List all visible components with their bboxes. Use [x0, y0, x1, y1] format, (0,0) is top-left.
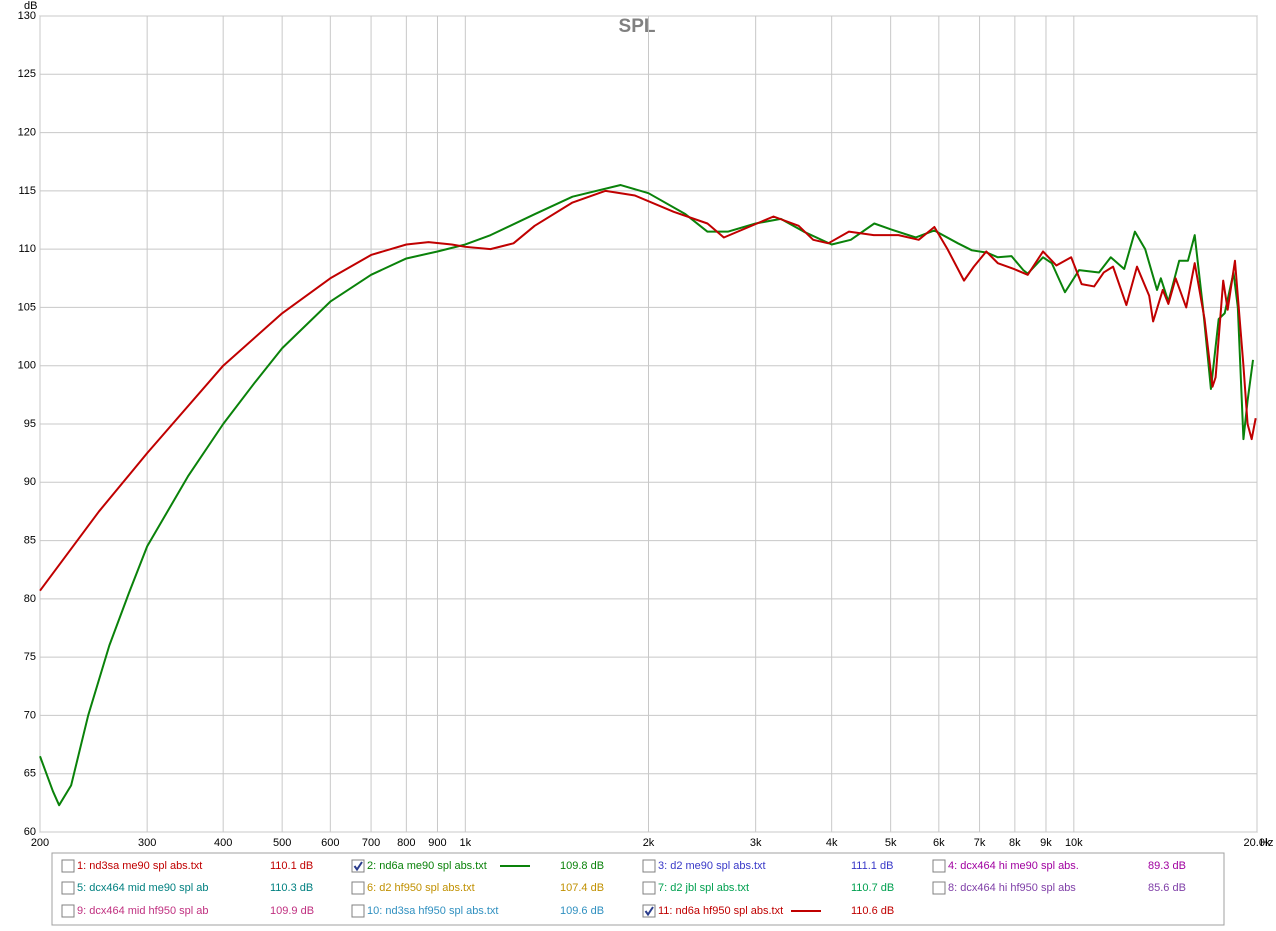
- x-tick-label: 1k: [460, 837, 472, 849]
- legend-checkbox[interactable]: [61, 904, 75, 918]
- y-tick-label: 110: [18, 243, 36, 255]
- y-tick-label: 100: [18, 360, 36, 372]
- y-tick-label: 105: [18, 301, 36, 313]
- legend-checkmark: [353, 861, 363, 872]
- legend-reading: 89.3 dB: [1148, 860, 1186, 872]
- legend-label: 3: d2 me90 spl abs.txt: [658, 860, 766, 872]
- y-tick-label: 120: [18, 126, 36, 138]
- legend-reading: 109.8 dB: [560, 860, 604, 872]
- y-tick-label: 60: [24, 826, 36, 838]
- x-tick-label: 9k: [1040, 837, 1052, 849]
- legend-label: 9: dcx464 mid hf950 spl ab: [77, 905, 208, 917]
- legend-label: 7: d2 jbl spl abs.txt: [658, 882, 749, 894]
- y-tick-label: 125: [18, 68, 36, 80]
- series-line: [39, 184, 1255, 807]
- legend-reading: 110.1 dB: [270, 860, 313, 872]
- legend-label: 6: d2 hf950 spl abs.txt: [367, 882, 475, 894]
- legend-checkbox[interactable]: [61, 881, 75, 895]
- legend-checkbox[interactable]: [351, 859, 365, 873]
- legend-reading: 109.9 dB: [270, 905, 314, 917]
- x-tick-label: 800: [397, 837, 415, 849]
- x-tick-label: 700: [362, 837, 380, 849]
- x-tick-label: 400: [214, 837, 232, 849]
- legend-label: 4: dcx464 hi me90 spl abs.: [948, 860, 1079, 872]
- legend-label: 11: nd6a hf950 spl abs.txt: [658, 905, 783, 917]
- x-tick-label: 300: [138, 837, 156, 849]
- y-tick-label: 95: [24, 418, 36, 430]
- legend-checkbox[interactable]: [351, 904, 365, 918]
- x-tick-label: 7k: [974, 837, 986, 849]
- legend-reading: 107.4 dB: [560, 882, 604, 894]
- y-tick-label: 130: [18, 10, 36, 22]
- legend-reading: 110.6 dB: [851, 905, 894, 917]
- y-tick-label: 75: [24, 651, 36, 663]
- y-tick-label: 115: [18, 185, 36, 197]
- y-tick-label: 85: [24, 534, 36, 546]
- x-tick-label: 5k: [885, 837, 897, 849]
- legend-reading: 109.6 dB: [560, 905, 604, 917]
- x-tick-label: 8k: [1009, 837, 1021, 849]
- legend-label: 10: nd3sa hf950 spl abs.txt: [367, 905, 498, 917]
- x-tick-label: 200: [31, 837, 49, 849]
- legend-box: [51, 852, 1225, 926]
- legend-checkbox[interactable]: [642, 881, 656, 895]
- legend-checkbox[interactable]: [932, 859, 946, 873]
- legend-checkmark: [644, 906, 654, 917]
- y-tick-label: 80: [24, 593, 36, 605]
- x-tick-label: 600: [321, 837, 339, 849]
- x-tick-label: 2k: [643, 837, 655, 849]
- x-tick-label: 500: [273, 837, 291, 849]
- x-axis-label: Hz: [1260, 837, 1273, 849]
- x-tick-label: 10k: [1065, 837, 1083, 849]
- legend-checkbox[interactable]: [61, 859, 75, 873]
- legend-label: 1: nd3sa me90 spl abs.txt: [77, 860, 202, 872]
- x-tick-label: 6k: [933, 837, 945, 849]
- chart-title: SPL: [619, 16, 656, 37]
- legend-reading: 111.1 dB: [851, 860, 893, 872]
- series-line: [39, 189, 1257, 592]
- y-axis-label: dB: [24, 0, 37, 12]
- legend-reading: 110.3 dB: [270, 882, 313, 894]
- x-tick-label: 4k: [826, 837, 838, 849]
- x-tick-label: 900: [428, 837, 446, 849]
- legend-label: 8: dcx464 hi hf950 spl abs: [948, 882, 1076, 894]
- y-tick-label: 90: [24, 476, 36, 488]
- legend-checkbox[interactable]: [351, 881, 365, 895]
- legend-label: 5: dcx464 mid me90 spl ab: [77, 882, 208, 894]
- x-tick-label: 20.0k: [1244, 837, 1271, 849]
- legend-checkbox[interactable]: [932, 881, 946, 895]
- x-tick-label: 3k: [750, 837, 762, 849]
- y-tick-label: 65: [24, 768, 36, 780]
- legend-label: 2: nd6a me90 spl abs.txt: [367, 860, 487, 872]
- legend-checkbox[interactable]: [642, 859, 656, 873]
- y-tick-label: 70: [24, 709, 36, 721]
- legend-reading: 110.7 dB: [851, 882, 894, 894]
- legend-reading: 85.6 dB: [1148, 882, 1186, 894]
- legend-checkbox[interactable]: [642, 904, 656, 918]
